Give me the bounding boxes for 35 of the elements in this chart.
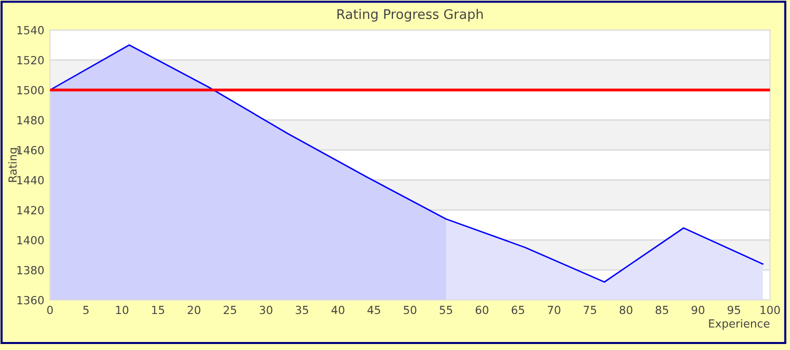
y-tick-label: 1520 — [17, 56, 44, 64]
y-tick-label: 1360 — [17, 296, 44, 304]
x-tick-label: 75 — [584, 306, 596, 314]
y-tick-label: 1400 — [17, 236, 44, 244]
x-tick-label: 90 — [692, 306, 704, 314]
x-tick-label: 55 — [440, 306, 452, 314]
x-tick-label: 15 — [152, 306, 164, 314]
x-tick-label: 50 — [404, 306, 416, 314]
x-tick-label: 65 — [512, 306, 524, 314]
x-tick-label: 0 — [47, 306, 53, 314]
x-tick-label: 25 — [224, 306, 236, 314]
y-tick-label: 1500 — [17, 86, 44, 94]
y-tick-label: 1420 — [17, 206, 44, 214]
x-tick-label: 35 — [296, 306, 308, 314]
x-tick-label: 30 — [260, 306, 272, 314]
x-tick-label: 70 — [548, 306, 560, 314]
x-tick-label: 40 — [331, 306, 344, 314]
y-axis-title: Rating — [8, 148, 19, 182]
x-tick-label: 10 — [116, 306, 128, 314]
x-tick-label: 5 — [83, 306, 89, 314]
chart-title: Rating Progress Graph — [337, 8, 483, 22]
y-tick-label: 1460 — [17, 146, 44, 154]
x-tick-label: 85 — [656, 306, 668, 314]
y-tick-label: 1440 — [17, 176, 44, 184]
x-tick-label: 100 — [760, 306, 780, 314]
x-tick-label: 20 — [188, 306, 200, 314]
y-tick-label: 1480 — [17, 116, 44, 124]
y-tick-label: 1380 — [17, 266, 44, 274]
x-axis-title: Experience — [709, 319, 770, 330]
line-series — [50, 44, 764, 283]
x-tick-label: 95 — [728, 306, 740, 314]
x-tick-label: 80 — [620, 306, 632, 314]
y-tick-label: 1540 — [17, 26, 44, 34]
x-tick-label: 45 — [367, 306, 380, 314]
x-tick-label: 60 — [476, 306, 488, 314]
